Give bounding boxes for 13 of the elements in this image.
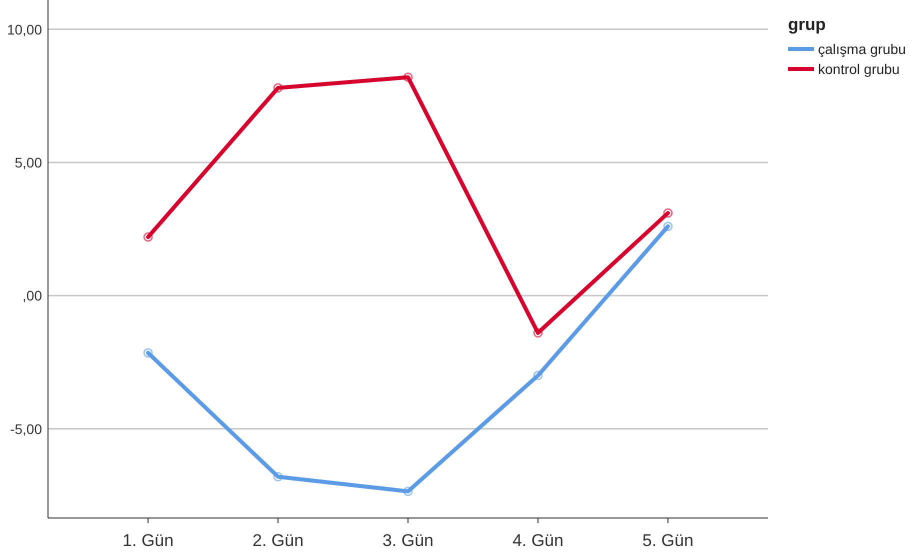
x-tick-label: 3. Gün	[382, 531, 434, 550]
y-tick-label: -5,00	[10, 420, 42, 437]
y-tick-label: 5,00	[14, 154, 42, 170]
legend-title: grup	[788, 15, 826, 34]
point	[533, 370, 543, 380]
x-tick-label: 4. Gün	[512, 531, 564, 550]
x-tick-label: 1. Gün	[122, 531, 174, 550]
y-tick-label: 10,00	[6, 21, 42, 38]
x-tick-label: 2. Gün	[252, 531, 304, 550]
legend-label: çalışma grubu	[818, 41, 906, 57]
x-tick-label: 5. Gün	[642, 531, 694, 550]
y-tick-label: ,00	[22, 288, 42, 304]
legend-label: kontrol grubu	[818, 61, 900, 77]
